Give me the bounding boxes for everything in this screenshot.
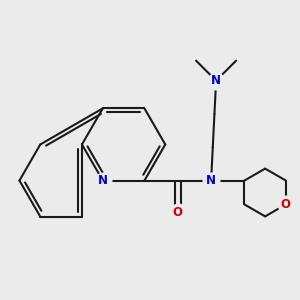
Text: O: O: [173, 206, 183, 219]
Text: N: N: [211, 74, 221, 87]
Text: O: O: [281, 198, 291, 211]
Text: N: N: [98, 174, 108, 187]
Text: N: N: [206, 174, 216, 187]
